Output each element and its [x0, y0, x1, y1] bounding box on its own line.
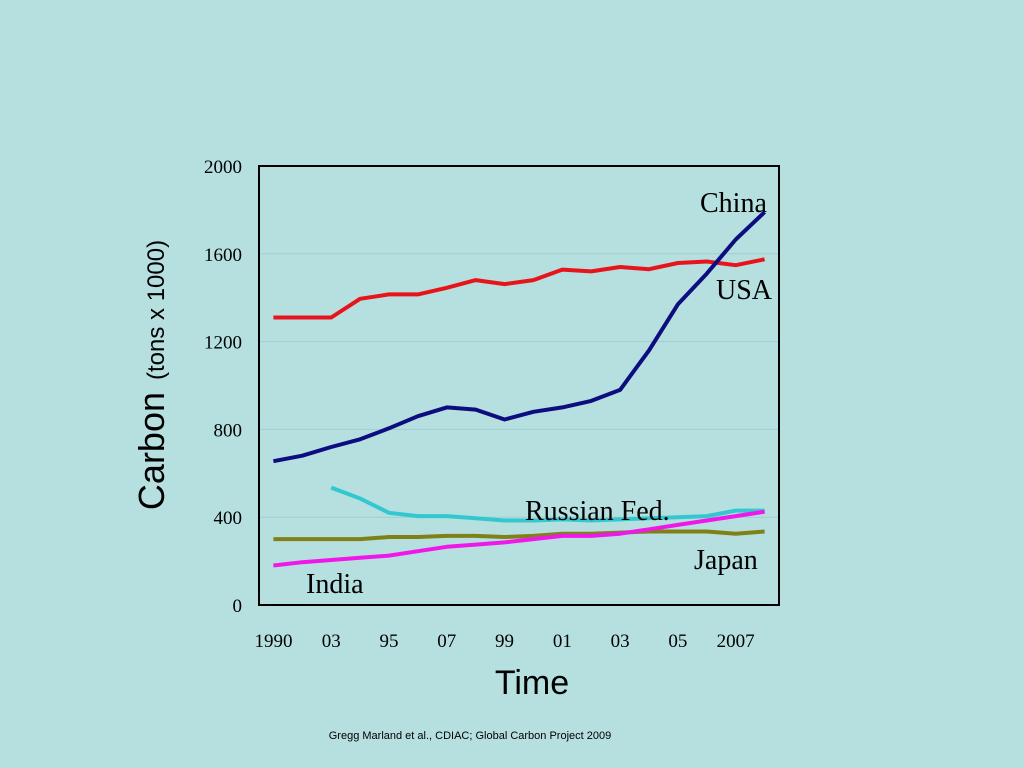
x-tick-label: 03: [322, 631, 341, 652]
x-tick-label: 95: [380, 631, 399, 652]
x-tick-label: 01: [553, 631, 572, 652]
x-tick-label: 03: [611, 631, 630, 652]
series-label-india: India: [306, 569, 364, 600]
x-tick-label: 05: [668, 631, 687, 652]
series-label-usa: USA: [716, 275, 773, 306]
y-axis-label-unit: (tons x 1000): [143, 240, 170, 380]
x-tick-label: 1990: [254, 631, 292, 652]
x-axis-label: Time: [495, 664, 569, 702]
y-tick-label: 1600: [204, 245, 242, 266]
series-lines: [273, 210, 766, 568]
plot-area: [258, 165, 780, 606]
y-axis-ticks: 0 400 800 1200 1600 2000: [204, 157, 242, 617]
y-tick-label: 0: [233, 596, 243, 617]
series-label-japan: Japan: [694, 545, 758, 576]
series-line-usa: [273, 257, 766, 320]
y-axis-label: Carbon (tons x 1000): [131, 240, 172, 510]
x-tick-label: 2007: [717, 631, 755, 652]
x-axis-ticks: 1990 03 95 07 99 01 03 05 2007: [254, 631, 754, 652]
series-line-japan: [273, 529, 765, 542]
grid-lines: [259, 253, 779, 518]
series-line-china: [273, 210, 766, 464]
source-citation: Gregg Marland et al., CDIAC; Global Carb…: [328, 730, 612, 742]
y-tick-label: 2000: [204, 157, 242, 178]
y-tick-label: 800: [214, 420, 243, 441]
y-tick-label: 400: [214, 508, 243, 529]
y-tick-label: 1200: [204, 333, 242, 354]
series-line-russian-fed: [330, 485, 765, 523]
x-tick-label: 99: [495, 631, 514, 652]
series-label-china: China: [700, 188, 767, 219]
y-axis-label-main: Carbon: [131, 392, 172, 510]
x-tick-label: 07: [437, 631, 456, 652]
series-label-russian-fed: Russian Fed.: [525, 496, 670, 527]
series-line-india: [273, 509, 765, 568]
